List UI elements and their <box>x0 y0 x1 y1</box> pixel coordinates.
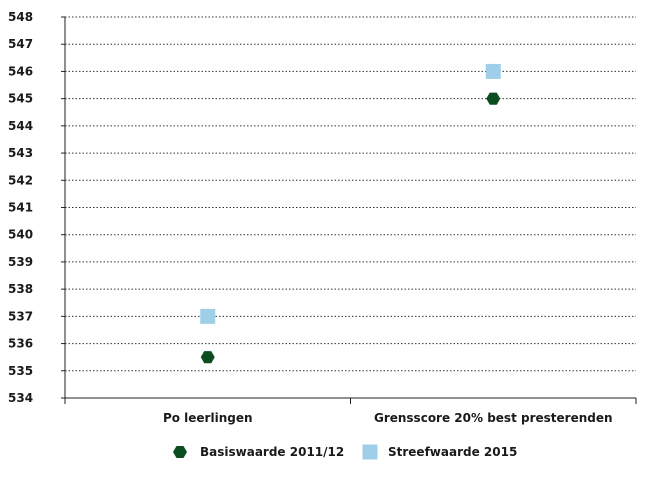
y-tick-label: 537 <box>8 309 33 323</box>
legend-marker-streefwaarde <box>362 444 378 460</box>
y-tick-label: 543 <box>8 146 33 160</box>
y-tick-label: 548 <box>8 10 33 24</box>
basiswaarde-point-1 <box>200 351 215 364</box>
y-tick-label: 544 <box>8 119 33 133</box>
y-tick-label: 540 <box>8 228 33 242</box>
y-tick-label: 542 <box>8 173 33 187</box>
y-tick-label: 546 <box>8 64 33 78</box>
y-tick-label: 536 <box>8 337 33 351</box>
category-label: Po leerlingen <box>163 411 253 425</box>
y-tick-label: 534 <box>8 391 33 405</box>
streefwaarde-point-1 <box>200 308 216 324</box>
basiswaarde-point-2 <box>486 92 501 105</box>
legend: Basiswaarde 2011/12 Streefwaarde 2015 <box>173 444 517 460</box>
y-tick-label: 545 <box>8 92 33 106</box>
y-tick-label: 541 <box>8 201 33 215</box>
y-tick-label: 547 <box>8 37 33 51</box>
y-tick-label: 538 <box>8 282 33 296</box>
streefwaarde-point-2 <box>485 63 501 79</box>
data-points <box>200 63 501 364</box>
category-label: Grensscore 20% best presterenden <box>374 411 613 425</box>
y-tick-labels: 534 535 536 537 538 539 540 541 542 543 544 545 546 5… <box>8 10 33 405</box>
legend-marker-basiswaarde <box>173 445 187 459</box>
grid-lines <box>65 16 636 372</box>
y-tick-label: 539 <box>8 255 33 269</box>
axes <box>61 16 637 404</box>
legend-label: Streefwaarde 2015 <box>388 445 517 459</box>
category-labels: Po leerlingen Grensscore 20% best prester… <box>163 411 613 425</box>
legend-label: Basiswaarde 2011/12 <box>200 445 344 459</box>
y-tick-label: 535 <box>8 364 33 378</box>
